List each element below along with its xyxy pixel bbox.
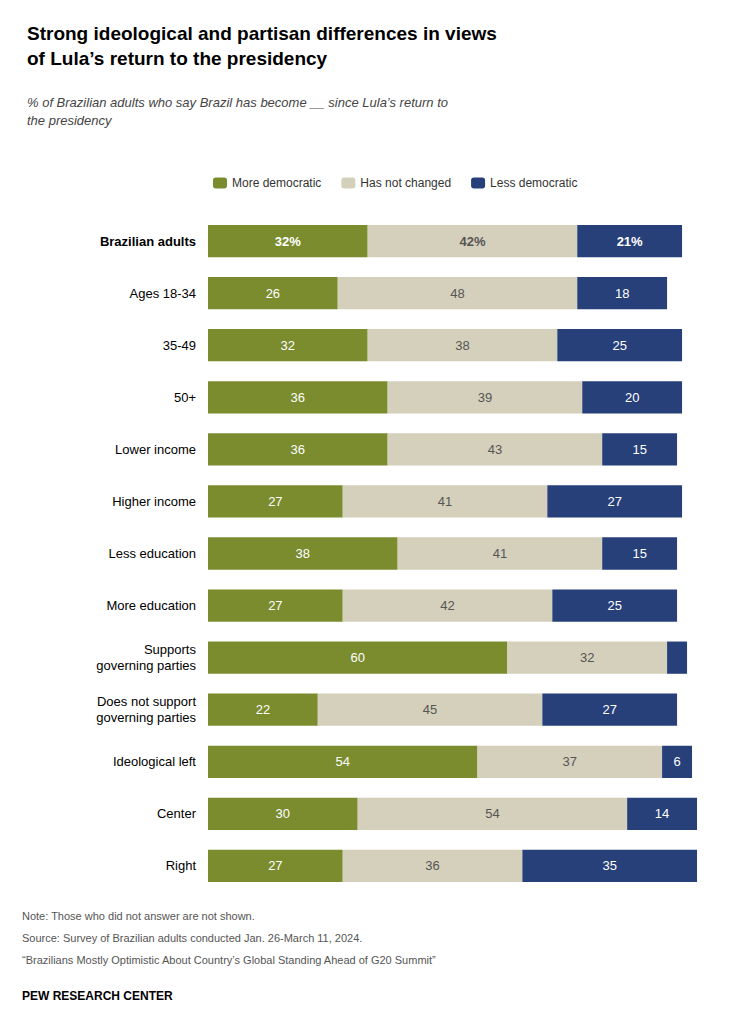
svg-text:22: 22 xyxy=(256,702,270,717)
svg-text:Source: Survey of Brazilian ad: Source: Survey of Brazilian adults condu… xyxy=(22,932,362,944)
svg-text:of Lula’s return to the presid: of Lula’s return to the presidency xyxy=(27,48,328,69)
svg-text:Does not support: Does not support xyxy=(97,694,196,709)
svg-text:governing parties: governing parties xyxy=(96,658,196,673)
svg-text:32: 32 xyxy=(281,338,295,353)
svg-text:54: 54 xyxy=(485,806,499,821)
svg-text:27: 27 xyxy=(268,858,282,873)
svg-text:25: 25 xyxy=(612,338,626,353)
svg-text:27: 27 xyxy=(607,494,621,509)
svg-text:the presidency: the presidency xyxy=(27,113,113,128)
svg-text:20: 20 xyxy=(625,390,639,405)
svg-text:35-49: 35-49 xyxy=(163,338,196,353)
svg-text:42%: 42% xyxy=(459,234,485,249)
svg-text:27: 27 xyxy=(268,598,282,613)
svg-text:Less education: Less education xyxy=(109,546,196,561)
svg-text:43: 43 xyxy=(488,442,502,457)
svg-text:21%: 21% xyxy=(617,234,643,249)
svg-text:30: 30 xyxy=(276,806,290,821)
svg-text:Ideological left: Ideological left xyxy=(113,754,196,769)
svg-text:Less democratic: Less democratic xyxy=(490,176,577,190)
svg-text:Has not changed: Has not changed xyxy=(360,176,451,190)
svg-text:48: 48 xyxy=(450,286,464,301)
svg-text:15: 15 xyxy=(632,546,646,561)
svg-text:% of Brazilian adults who say: % of Brazilian adults who say Brazil has… xyxy=(27,95,448,110)
svg-text:6: 6 xyxy=(673,754,680,769)
svg-text:Right: Right xyxy=(166,858,197,873)
svg-text:42: 42 xyxy=(440,598,454,613)
svg-text:Note: Those who did not answer: Note: Those who did not answer are not s… xyxy=(22,910,255,922)
svg-text:60: 60 xyxy=(350,650,364,665)
svg-text:32%: 32% xyxy=(275,234,301,249)
svg-text:Ages 18-34: Ages 18-34 xyxy=(130,286,197,301)
svg-text:36: 36 xyxy=(291,390,305,405)
svg-text:18: 18 xyxy=(615,286,629,301)
svg-text:27: 27 xyxy=(602,702,616,717)
svg-text:“Brazilians Mostly Optimistic: “Brazilians Mostly Optimistic About Coun… xyxy=(22,954,436,966)
svg-text:Strong ideological and partisa: Strong ideological and partisan differen… xyxy=(27,23,497,44)
svg-text:PEW RESEARCH CENTER: PEW RESEARCH CENTER xyxy=(22,989,173,1003)
svg-text:Brazilian adults: Brazilian adults xyxy=(100,234,196,249)
svg-text:32: 32 xyxy=(580,650,594,665)
svg-text:14: 14 xyxy=(655,806,669,821)
svg-text:41: 41 xyxy=(493,546,507,561)
svg-text:27: 27 xyxy=(268,494,282,509)
svg-text:38: 38 xyxy=(455,338,469,353)
svg-text:45: 45 xyxy=(423,702,437,717)
svg-text:26: 26 xyxy=(266,286,280,301)
svg-text:37: 37 xyxy=(563,754,577,769)
svg-text:15: 15 xyxy=(632,442,646,457)
svg-text:Supports: Supports xyxy=(144,642,197,657)
svg-text:Center: Center xyxy=(157,806,197,821)
svg-text:More democratic: More democratic xyxy=(232,176,321,190)
svg-text:41: 41 xyxy=(438,494,452,509)
svg-text:35: 35 xyxy=(602,858,616,873)
svg-text:54: 54 xyxy=(335,754,349,769)
svg-text:36: 36 xyxy=(425,858,439,873)
svg-text:More education: More education xyxy=(106,598,196,613)
svg-text:50+: 50+ xyxy=(174,390,196,405)
svg-text:25: 25 xyxy=(607,598,621,613)
svg-text:Higher income: Higher income xyxy=(112,494,196,509)
svg-text:36: 36 xyxy=(291,442,305,457)
svg-text:governing parties: governing parties xyxy=(96,710,196,725)
svg-text:38: 38 xyxy=(296,546,310,561)
svg-text:39: 39 xyxy=(478,390,492,405)
svg-text:Lower income: Lower income xyxy=(115,442,196,457)
